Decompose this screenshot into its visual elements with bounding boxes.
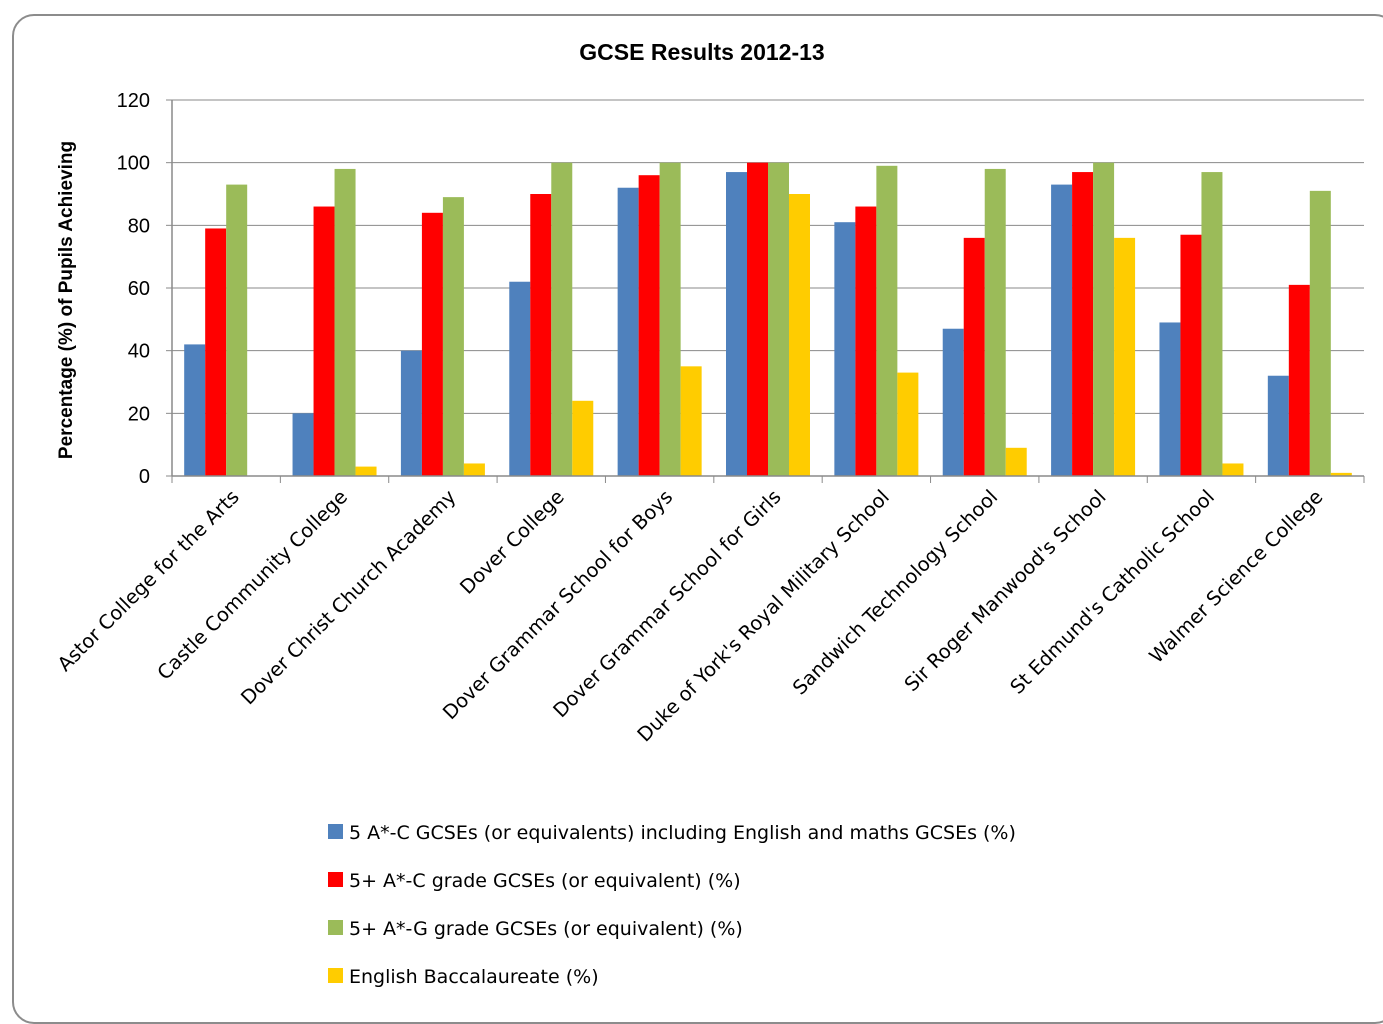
bar: [205, 228, 227, 476]
bar: [1093, 162, 1115, 476]
y-tick-label: 40: [128, 341, 150, 363]
bar: [313, 206, 335, 477]
x-tick-label: Dover Grammar School for Girls: [549, 485, 786, 722]
bar: [855, 206, 877, 477]
bar: [1288, 284, 1310, 476]
bar: [334, 168, 356, 476]
x-tick-label: Sir Roger Manwood's School: [900, 485, 1111, 696]
legend-swatch: [328, 872, 343, 887]
bar: [400, 350, 422, 476]
bar: [442, 197, 464, 476]
chart-frame: [12, 14, 1383, 1024]
y-tick-label: 0: [139, 466, 150, 488]
chart: GCSE Results 2012-13 Percentage (%) of P…: [53, 39, 1365, 988]
legend: 5 A*-C GCSEs (or equivalents) including …: [328, 822, 1016, 988]
bar: [942, 328, 964, 476]
bar: [747, 162, 768, 476]
chart-title: GCSE Results 2012-13: [579, 39, 824, 65]
x-tick-label: Castle Community College: [153, 485, 352, 684]
legend-label: 5+ A*-C grade GCSEs (or equivalent) (%): [349, 870, 741, 892]
x-tick-label: Astor College for the Arts: [53, 485, 244, 676]
x-tick-label: Sandwich Technology School: [788, 485, 1002, 699]
bar: [638, 175, 660, 476]
bar: [463, 463, 485, 476]
bar: [551, 162, 573, 476]
bar: [659, 162, 681, 476]
bar: [1201, 172, 1223, 477]
bar: [509, 281, 531, 476]
bar: [768, 162, 789, 476]
bar: [876, 165, 898, 477]
y-tick-label: 120: [117, 90, 150, 112]
bar: [1072, 172, 1094, 477]
x-tick-label: St Edmund's Catholic School: [1006, 485, 1219, 698]
bar: [1309, 190, 1331, 476]
y-tick-label: 60: [128, 278, 150, 300]
bars: [184, 162, 1352, 477]
bar: [1267, 375, 1289, 476]
bar: [963, 237, 985, 476]
x-tick-label: Walmer Science College: [1145, 485, 1328, 668]
bar: [789, 194, 810, 476]
bar: [984, 168, 1006, 476]
bar: [680, 366, 702, 476]
bar: [184, 344, 206, 476]
legend-swatch: [328, 824, 343, 839]
y-tick-label: 20: [128, 403, 150, 425]
bar: [572, 400, 594, 476]
bar: [726, 172, 747, 477]
y-axis-label: Percentage (%) of Pupils Achieving: [56, 141, 77, 459]
bar: [421, 212, 443, 477]
bar: [530, 194, 552, 476]
x-tick-label: Dover College: [455, 485, 568, 598]
legend-label: 5 A*-C GCSEs (or equivalents) including …: [349, 822, 1016, 844]
bar: [1005, 447, 1027, 476]
legend-label: English Baccalaureate (%): [349, 966, 599, 988]
bar: [1114, 237, 1136, 476]
bar: [617, 187, 639, 476]
bar: [1159, 322, 1181, 476]
y-axis-ticks: 0 20 40 60 80 100 120: [117, 90, 172, 488]
x-tick-label: Dover Grammar School for Boys: [438, 485, 677, 724]
bar: [1051, 184, 1073, 476]
y-tick-label: 80: [128, 215, 150, 237]
bar: [355, 466, 377, 476]
legend-swatch: [328, 920, 343, 935]
bar: [1330, 472, 1352, 476]
bar: [897, 372, 919, 476]
legend-label: 5+ A*-G grade GCSEs (or equivalent) (%): [349, 918, 743, 940]
bar: [834, 222, 856, 476]
y-tick-label: 100: [117, 153, 150, 175]
legend-swatch: [328, 968, 343, 983]
bar: [1222, 463, 1244, 476]
bar: [1180, 234, 1202, 476]
bar: [292, 413, 314, 476]
bar: [226, 184, 248, 476]
x-tick-label: Dover Christ Church Academy: [236, 485, 460, 709]
x-axis: [171, 100, 1365, 483]
